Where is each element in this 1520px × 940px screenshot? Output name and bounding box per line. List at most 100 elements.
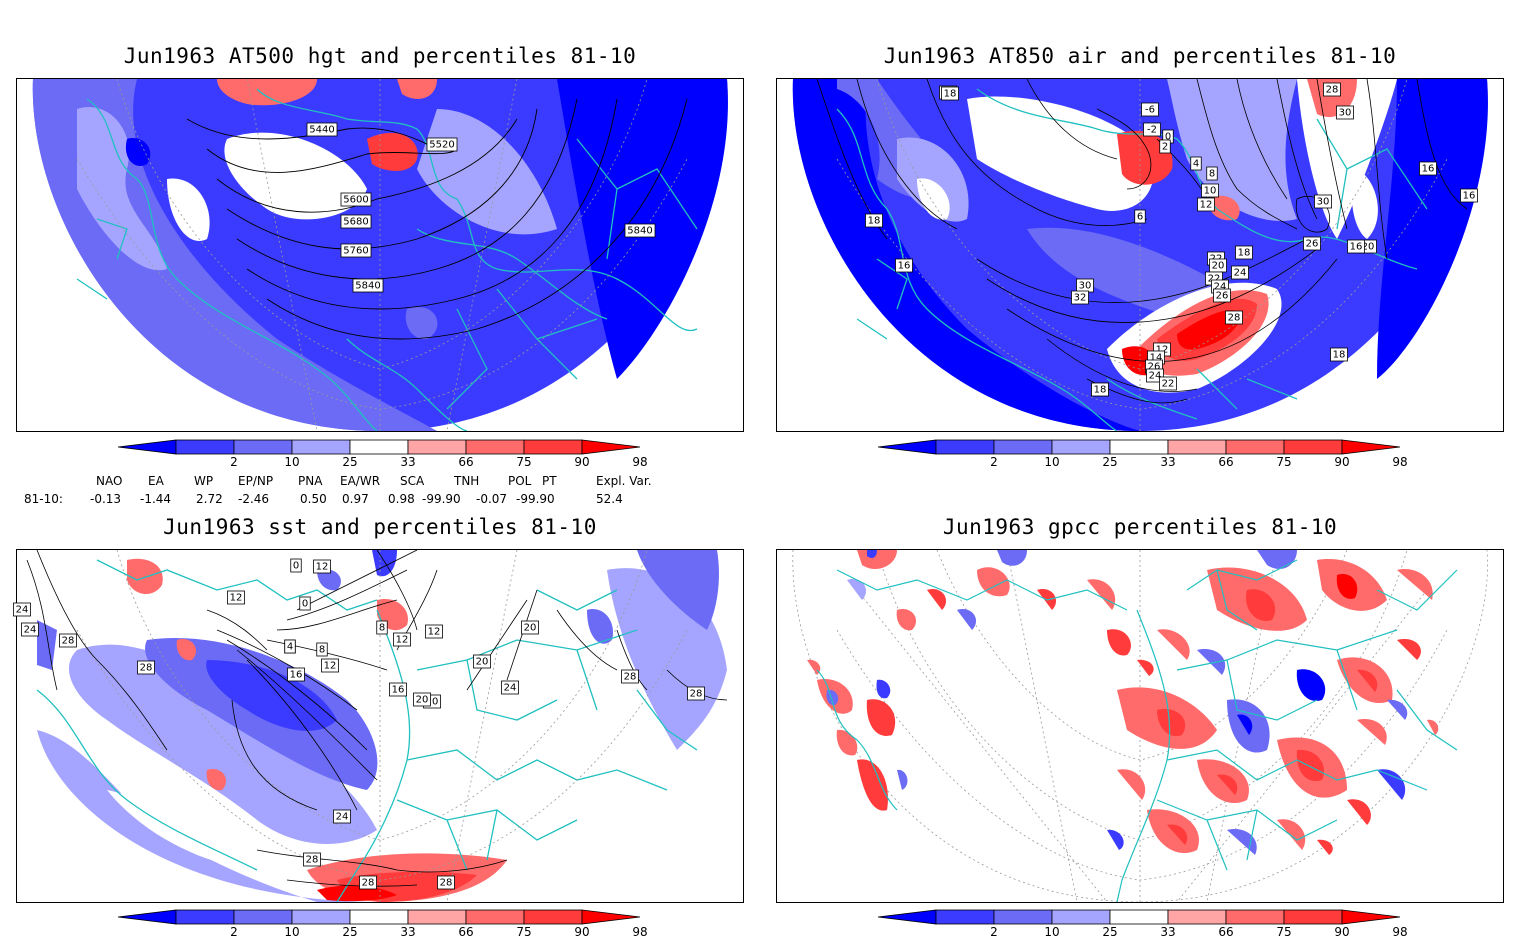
svg-text:20: 20 [524,623,537,634]
svg-text:30: 30 [1339,108,1352,119]
contour-label: 32 [1071,290,1089,305]
svg-text:10: 10 [1204,186,1217,197]
svg-text:18: 18 [1333,350,1346,361]
colorbar-tick-label: 75 [1276,455,1291,469]
colorbar-tick-label: 98 [632,925,647,939]
panel-title-sst: Jun1963 sst and percentiles 81-10 [163,515,597,539]
svg-text:8: 8 [379,623,385,634]
contour-label: 12 [227,590,245,605]
svg-text:16: 16 [898,261,911,272]
teleconnection-headers: NAO EA WP EP/NP PNA EA/WR SCA TNH POL PT… [22,474,722,492]
tele-header: SCA [400,474,425,488]
contour-label: 28 [687,686,705,701]
colorbar-arrow-high [581,909,641,925]
colorbar-tick-label: 90 [574,455,589,469]
svg-text:26: 26 [1216,291,1229,302]
colorbar-tick-label: 66 [1218,455,1233,469]
colorbar-tick-label: 90 [1334,925,1349,939]
contour-label: 5600 [340,192,372,207]
teleconnection-values: 81-10: -0.13 -1.44 2.72 -2.46 0.50 0.97 … [22,492,722,510]
svg-text:5680: 5680 [343,217,368,228]
colorbar-tick-label: 2 [990,925,998,939]
panel-title-gpcc: Jun1963 gpcc percentiles 81-10 [942,515,1338,539]
contour-label: 28 [1225,310,1243,325]
colorbar-box [1051,439,1111,455]
contour-label: 30 [1076,278,1094,293]
colorbar-tick-label: 10 [1044,925,1059,939]
colorbar-arrow-low [877,909,937,925]
contour-label: 18 [1235,245,1253,260]
contour-label: 8 [1206,166,1218,181]
tele-value: 0.97 [342,492,369,506]
colorbar-tick-label: 25 [1102,455,1117,469]
tele-value: 0.98 [388,492,415,506]
colorbar-box [1109,439,1169,455]
svg-text:22: 22 [1208,274,1221,285]
contour-label: 18 [865,213,883,228]
contour-label: 16 [1419,161,1437,176]
tele-value: -2.46 [238,492,270,506]
tele-value: -0.07 [476,492,508,506]
svg-text:5600: 5600 [343,195,368,206]
colorbar-box [175,439,235,455]
contour-label: 16 [287,667,305,682]
svg-text:20: 20 [476,657,489,668]
svg-text:4: 4 [287,642,293,653]
colorbar-bottom-left: 2 10 25 33 66 75 90 98 [116,906,648,940]
colorbar-arrow-high [1341,439,1401,455]
svg-text:26: 26 [1148,362,1161,373]
colorbar-tick-label: 33 [1160,455,1175,469]
svg-text:16: 16 [290,670,303,681]
svg-text:30: 30 [1317,197,1330,208]
map-panel-gpcc [776,549,1504,903]
tele-value: -99.90 [422,492,461,506]
contour-label: 24 [13,602,31,617]
svg-text:2: 2 [1162,142,1168,153]
tele-row-label: 81-10: [24,492,63,506]
map-gpcc [792,550,1488,902]
svg-text:22: 22 [1162,379,1175,390]
svg-text:24: 24 [1234,268,1247,279]
svg-text:16: 16 [1463,191,1476,202]
svg-text:8: 8 [1209,169,1215,180]
colorbar-arrow-high [1341,909,1401,925]
colorbar-tick-label: 25 [1102,925,1117,939]
colorbar-box [993,909,1053,925]
colorbar-box [523,909,583,925]
contour-label: 8 [376,620,388,635]
svg-text:16: 16 [1422,164,1435,175]
svg-text:20: 20 [426,697,439,708]
contour-label: 24 [333,809,351,824]
svg-text:28: 28 [440,878,453,889]
contour-label: 30 [1336,105,1354,120]
svg-text:8: 8 [319,645,325,656]
svg-text:20: 20 [1362,242,1375,253]
contour-label: 12 [321,658,339,673]
tele-header: POL [508,474,532,488]
svg-text:24: 24 [16,605,29,616]
tele-header: PNA [298,474,323,488]
svg-text:0: 0 [1165,132,1171,143]
tele-value: -0.13 [90,492,122,506]
contour-label: -6 [1141,102,1159,117]
contour-label: 12 [393,632,411,647]
svg-text:6: 6 [1137,212,1143,223]
contour-label: 28 [359,875,377,890]
colorbar-box [935,439,995,455]
colorbar-tick-label: 10 [284,455,299,469]
colorbar-box [349,439,409,455]
contour-label: 5840 [624,223,656,238]
colorbar-tick-label: 25 [342,925,357,939]
contour-label: 24 [501,680,519,695]
colorbar-tick-label: 98 [1392,925,1407,939]
svg-text:24: 24 [1214,282,1227,293]
colorbar-tick-label: 90 [1334,455,1349,469]
svg-text:12: 12 [230,593,243,604]
svg-text:28: 28 [306,855,319,866]
colorbar-tick-label: 2 [230,925,238,939]
contour-label: 18 [941,86,959,101]
svg-text:0: 0 [293,561,299,572]
svg-text:12: 12 [324,661,337,672]
contour-label: 28 [303,852,321,867]
colorbar-box [291,909,351,925]
